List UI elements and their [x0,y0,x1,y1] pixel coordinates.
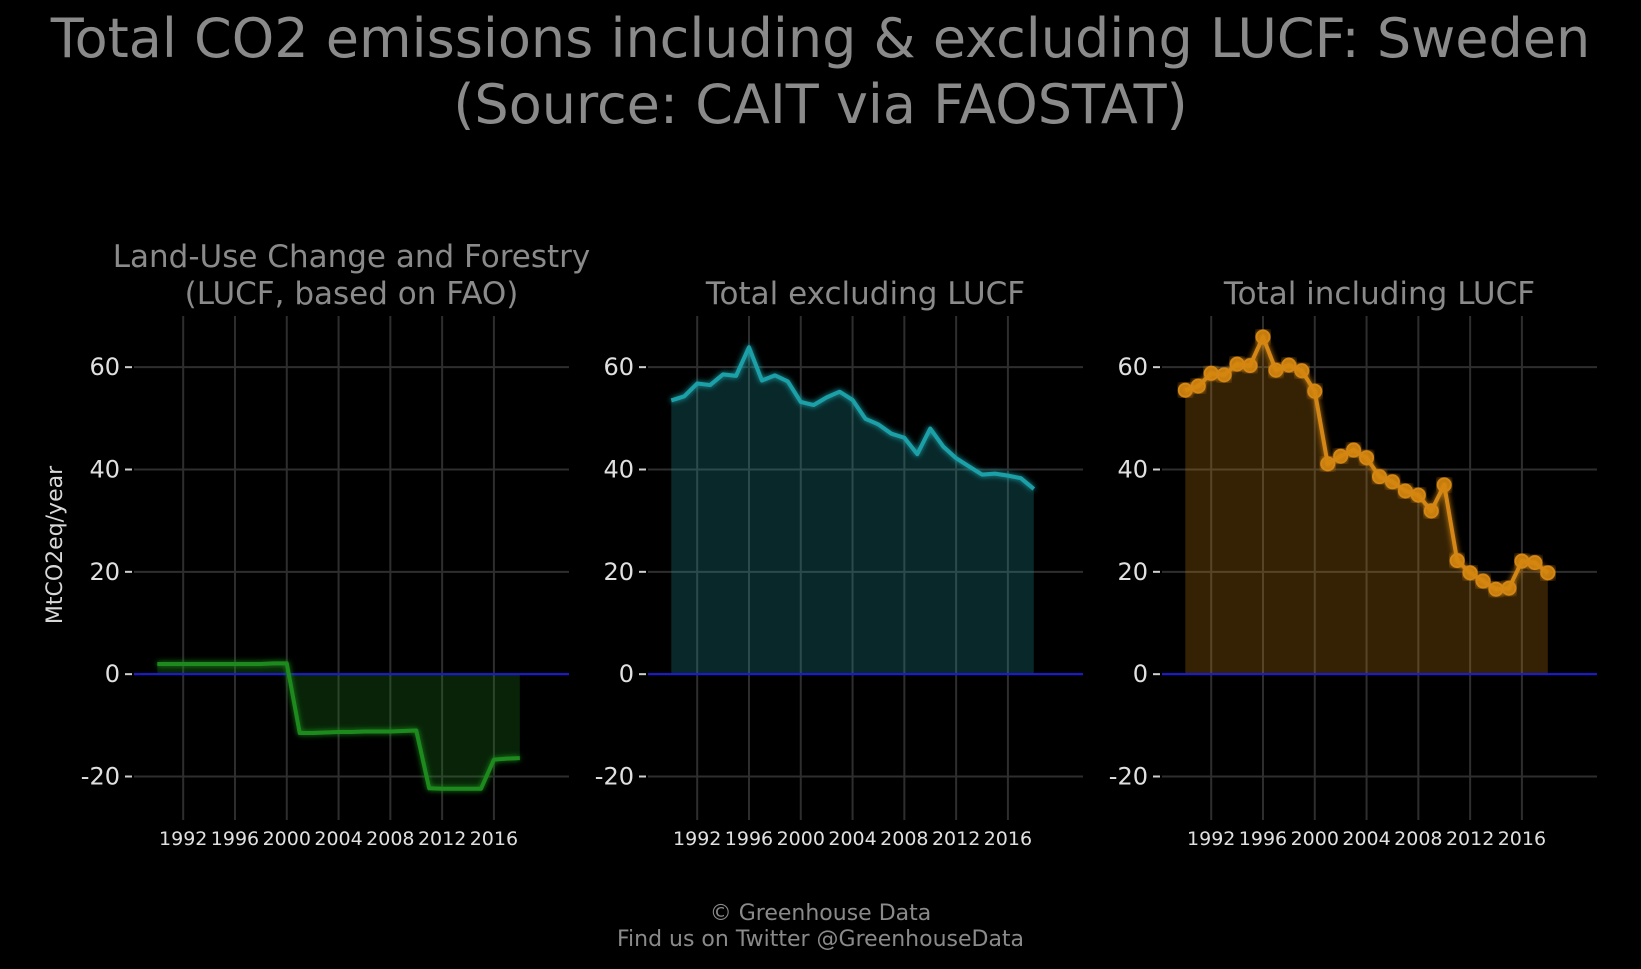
x-tick-label: 1996 [1239,828,1287,850]
panel-title: Total excluding LUCF [705,276,1025,312]
x-tick-label: 1992 [673,828,721,850]
data-point [1410,487,1426,503]
y-tick-label: 20 [1117,558,1148,586]
data-point [1488,581,1504,597]
x-tick-label: 2008 [880,828,928,850]
y-tick-label: 40 [89,456,120,484]
series-line [670,345,1036,491]
data-point [1268,362,1284,378]
data-point [1216,367,1232,383]
x-tick-label: 2000 [263,828,311,850]
x-tick-label: 2016 [1498,828,1546,850]
panel-title: Total including LUCF [1223,276,1535,312]
y-tick-label: ‑20 [1109,763,1148,791]
data-point [1346,442,1362,458]
y-tick-label: 60 [1117,353,1148,381]
data-point [1177,382,1193,398]
x-tick-label: 1992 [159,828,207,850]
data-point [1320,456,1336,472]
data-point [1333,448,1349,464]
x-tick-label: 2008 [366,828,414,850]
x-tick-label: 1996 [725,828,773,850]
data-point [1372,469,1387,485]
data-point [1294,363,1310,379]
x-tick-label: 2004 [828,828,876,850]
data-point [1462,565,1478,581]
data-point [1281,357,1297,373]
data-point [1255,329,1271,345]
y-tick-label: ‑20 [81,763,120,791]
panel-title: Land-Use Change and Forestry [113,239,591,275]
y-tick-label: 0 [1133,660,1148,688]
y-tick-label: 60 [89,353,120,381]
series-area [157,663,520,789]
x-tick-label: 1996 [211,828,259,850]
data-point [1203,365,1219,381]
data-point [1449,553,1465,569]
y-tick-label: 20 [89,558,120,586]
data-point [1190,378,1206,394]
x-tick-label: 2012 [1446,828,1494,850]
x-tick-label: 2012 [418,828,466,850]
y-tick-label: 0 [619,660,634,688]
data-point [1436,477,1452,493]
x-tick-label: 2012 [932,828,980,850]
y-tick-label: 60 [603,353,634,381]
y-tick-label: 40 [1117,456,1148,484]
series-area [1185,336,1548,675]
x-tick-label: 2000 [777,828,825,850]
credit-line: © Greenhouse Data [709,901,932,926]
y-tick-label: 0 [105,660,120,688]
y-axis-label: MtCO2eq/year [43,465,68,624]
data-point [1475,573,1491,589]
x-tick-label: 2016 [984,828,1032,850]
x-tick-label: 2008 [1394,828,1442,850]
x-tick-label: 2016 [470,828,518,850]
data-point [1359,450,1375,466]
twitter-line: Find us on Twitter @GreenhouseData [616,927,1025,952]
chart-panel-1: Land-Use Change and Forestry(LUCF, based… [81,239,590,850]
data-point [1501,580,1517,596]
series-area [671,347,1034,675]
data-point [1307,383,1323,399]
data-point [1229,356,1245,372]
panel-title: (LUCF, based on FAO) [185,276,519,312]
series-line [157,661,520,791]
y-tick-label: ‑20 [595,763,634,791]
x-tick-label: 2000 [1291,828,1339,850]
x-tick-label: 2004 [1342,828,1390,850]
data-point [1540,565,1556,581]
y-tick-label: 20 [603,558,634,586]
data-point [1527,555,1543,571]
data-point [1397,483,1413,499]
data-point [1384,474,1400,490]
y-tick-label: 40 [603,456,634,484]
data-point [1242,358,1258,374]
data-point [1514,553,1530,569]
page-title: Total CO2 emissions including & excludin… [50,7,1591,136]
x-tick-label: 2004 [314,828,362,850]
data-point [1423,503,1439,519]
x-tick-label: 1992 [1187,828,1235,850]
